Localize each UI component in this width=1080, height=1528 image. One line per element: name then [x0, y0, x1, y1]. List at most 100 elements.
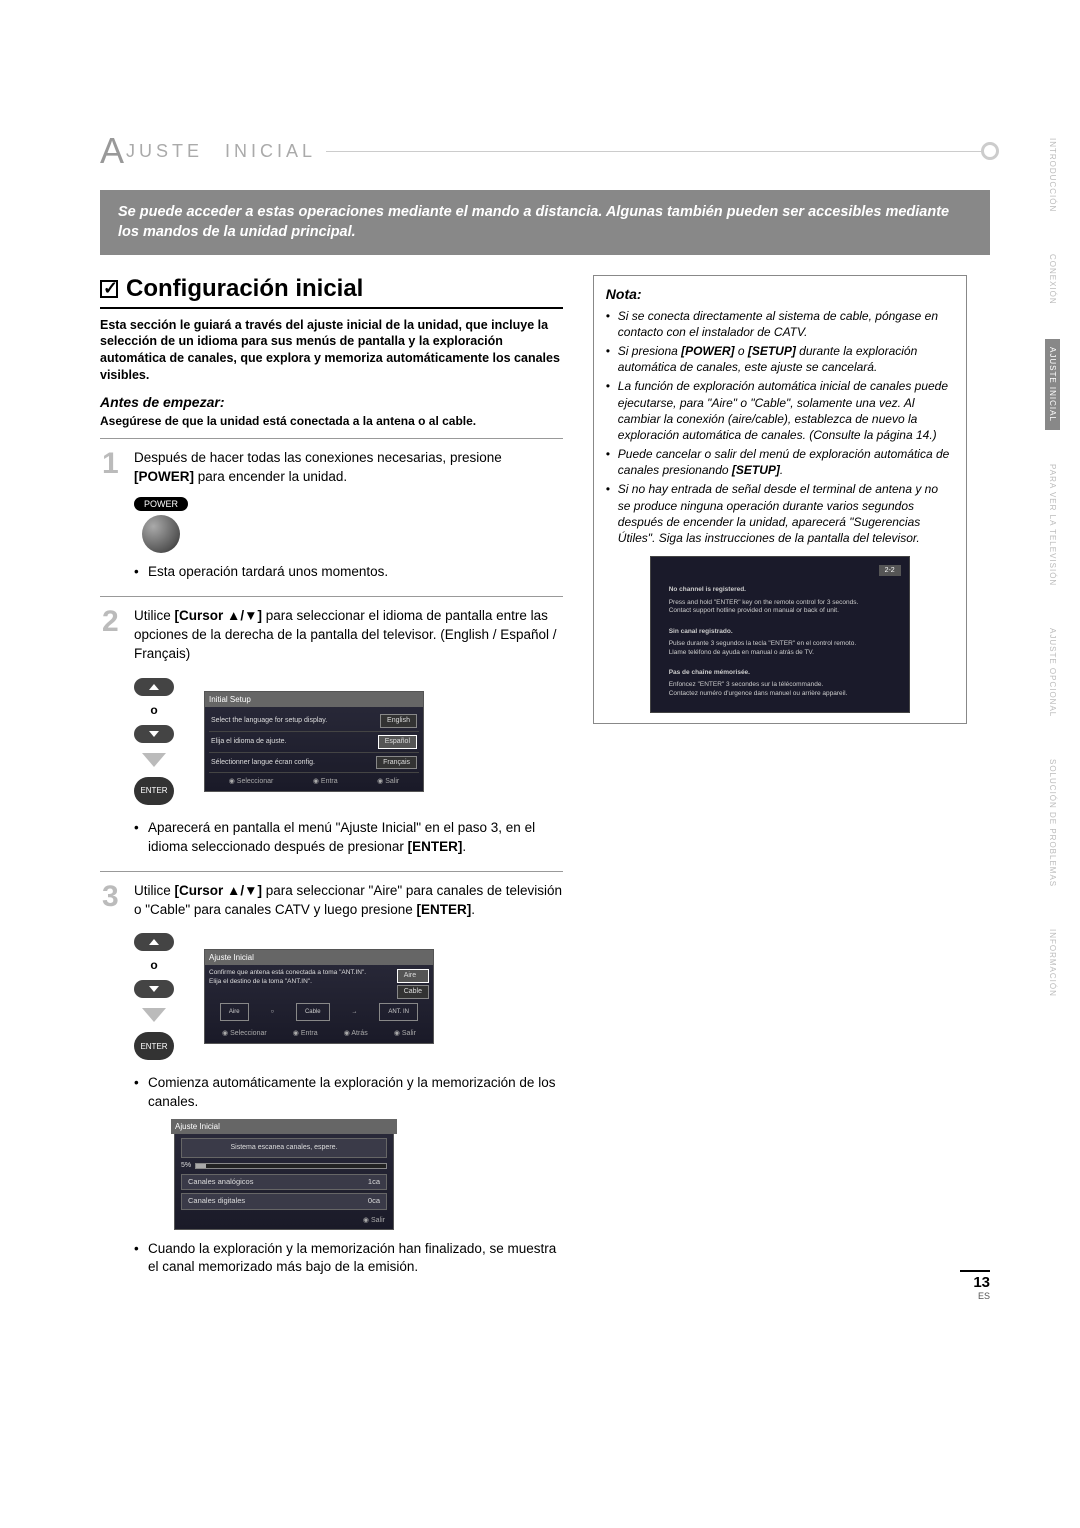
power-button-icon: [142, 515, 180, 553]
side-tab-informacion: INFORMACIÓN: [1045, 921, 1060, 1005]
nota-box: Nota: Si se conecta directamente al sist…: [593, 275, 967, 725]
side-tab-intro: INTRODUCCIÓN: [1045, 130, 1060, 220]
tv-opt-english: English: [380, 714, 417, 728]
step-1-number: 1: [102, 443, 119, 485]
tv-footer-back: Atrás: [344, 1029, 368, 1039]
remote-buttons: o ENTER: [134, 678, 174, 805]
before-heading: Antes de empezar:: [100, 394, 563, 410]
scan-digital-val: 0ca: [368, 1196, 380, 1207]
hint-fr-l1: Enfoncez "ENTER" 3 secondes sur la téléc…: [669, 681, 891, 689]
tv-footer-enter: Entra: [293, 1029, 318, 1039]
header-circle-icon: [981, 142, 999, 160]
flow-arrow-icon: [142, 753, 166, 767]
tv-scan-msg: Sistema escanea canales, espere.: [181, 1138, 387, 1158]
tv-scan-header: Ajuste Inicial: [171, 1119, 397, 1134]
cursor-up-icon: [134, 933, 174, 951]
side-tab-solucion: SOLUCIÓN DE PROBLEMAS: [1045, 751, 1060, 895]
power-label: POWER: [134, 497, 188, 512]
page-number: 13 ES: [960, 1270, 990, 1301]
header-rule: [326, 151, 990, 152]
side-tab-ajuste-opcional: AJUSTE OPCIONAL: [1045, 620, 1060, 725]
header-initial-letter: A: [100, 130, 126, 172]
tv-footer-enter: Entra: [313, 777, 338, 787]
step-2-number: 2: [102, 601, 119, 643]
step-2-text: Utilice [Cursor ▲/▼] para seleccionar el…: [134, 607, 563, 664]
nota-item: Si presiona [POWER] o [SETUP] durante la…: [606, 343, 954, 375]
hint-fr-title: Pas de chaîne mémorisée.: [669, 669, 891, 677]
step-3-bullet-2: Cuando la exploración y la memorización …: [134, 1240, 563, 1278]
check-icon: [100, 280, 118, 298]
tv-footer-exit: Salir: [394, 1029, 416, 1039]
enter-button-icon: ENTER: [134, 777, 174, 805]
enter-button-icon: ENTER: [134, 1032, 174, 1060]
page-lang: ES: [960, 1291, 990, 1301]
page-number-value: 13: [960, 1270, 990, 1291]
tv-language-screen: Initial Setup Select the language for se…: [204, 691, 424, 792]
tv-scan-pct: 5%: [181, 1161, 191, 1171]
intro-callout: Se puede acceder a estas operaciones med…: [100, 190, 990, 255]
tv-antenna-screen: Ajuste Inicial Confirme que antena está …: [204, 949, 434, 1044]
page-header: A JUSTE INICIAL: [100, 130, 990, 172]
hint-fr-l2: Contactez numéro d'urgence dans manuel o…: [669, 690, 891, 698]
remote-buttons-2: o ENTER: [134, 933, 174, 1060]
diagram-aire: Aire: [220, 1003, 249, 1021]
scan-analog-label: Canales analógicos: [188, 1177, 253, 1188]
scan-analog-val: 1ca: [368, 1177, 380, 1188]
step-1: 1 Después de hacer todas las conexiones …: [100, 438, 563, 596]
hint-en-l1: Press and hold "ENTER" key on the remote…: [669, 599, 891, 607]
step-3-bullet-1: Comienza automáticamente la exploración …: [134, 1074, 563, 1112]
step-2-bullet: Aparecerá en pantalla el menú "Ajuste In…: [134, 819, 563, 857]
step-3-text: Utilice [Cursor ▲/▼] para seleccionar "A…: [134, 882, 563, 920]
tv-ant-msg1: Confirme que antena está conectada a tom…: [209, 969, 391, 977]
section-title: Configuración inicial: [100, 275, 563, 309]
diagram-antin: ANT. IN: [379, 1003, 418, 1021]
diagram-cable: Cable: [296, 1003, 330, 1021]
side-tabs: INTRODUCCIÓN CONEXIÓN AJUSTE INICIAL PAR…: [1045, 130, 1060, 1005]
side-tab-ver-tv: PARA VER LA TELEVISIÓN: [1045, 456, 1060, 594]
nota-title: Nota:: [606, 286, 954, 302]
side-tab-conexion: CONEXIÓN: [1045, 246, 1060, 313]
cursor-down-icon: [134, 725, 174, 743]
nota-item: Si no hay entrada de señal desde el term…: [606, 481, 954, 546]
cursor-up-icon: [134, 678, 174, 696]
tv-scan-progress-bar: [195, 1163, 387, 1169]
tv-footer-exit: Salir: [377, 777, 399, 787]
tv-footer-select: Seleccionar: [229, 777, 274, 787]
hint-es-l1: Pulse durante 3 segundos la tecla "ENTER…: [669, 640, 891, 648]
tv-hints-screen: 2-2 No channel is registered. Press and …: [650, 556, 910, 713]
or-label: o: [150, 702, 157, 719]
hint-badge: 2-2: [879, 565, 901, 576]
before-text: Asegúrese de que la unidad está conectad…: [100, 414, 563, 428]
tv-footer-select: Seleccionar: [222, 1029, 267, 1039]
flow-arrow-icon: [142, 1008, 166, 1022]
step-1-bullet: Esta operación tardará unos momentos.: [134, 563, 563, 582]
hint-es-title: Sin canal registrado.: [669, 628, 891, 636]
step-3-number: 3: [102, 876, 119, 918]
header-title: JUSTE INICIAL: [126, 141, 316, 162]
hint-en-title: No channel is registered.: [669, 586, 891, 594]
tv-antenna-diagram: Aire ○ Cable → ANT. IN: [209, 1003, 429, 1021]
tv-row1-label: Select the language for setup display.: [211, 716, 327, 726]
tv-opt-cable: Cable: [397, 985, 429, 999]
tv-opt-francais: Français: [376, 756, 417, 770]
section-intro: Esta sección le guiará a través del ajus…: [100, 317, 563, 385]
tv-scan-screen: Ajuste Inicial Sistema escanea canales, …: [174, 1122, 394, 1230]
nota-item: Si se conecta directamente al sistema de…: [606, 308, 954, 340]
tv-row2-label: Elija el idioma de ajuste.: [211, 737, 287, 747]
diagram-or-icon: ○: [270, 1008, 274, 1016]
tv-scan-footer: Salir: [175, 1213, 393, 1229]
step-2: 2 Utilice [Cursor ▲/▼] para seleccionar …: [100, 596, 563, 870]
hint-en-l2: Contact support hotline provided on manu…: [669, 607, 891, 615]
tv-ant-header: Ajuste Inicial: [205, 950, 433, 965]
diagram-arrow-icon: →: [351, 1008, 357, 1016]
side-tab-ajuste-inicial: AJUSTE INICIAL: [1045, 339, 1060, 430]
tv-ant-msg2: Elija el destino de la toma "ANT.IN".: [209, 978, 391, 986]
tv-row3-label: Sélectionner langue écran config.: [211, 758, 315, 768]
tv-opt-espanol: Español: [378, 735, 417, 749]
step-3: 3 Utilice [Cursor ▲/▼] para seleccionar …: [100, 871, 563, 1292]
cursor-down-icon: [134, 980, 174, 998]
nota-item: La función de exploración automática ini…: [606, 378, 954, 443]
nota-item: Puede cancelar o salir del menú de explo…: [606, 446, 954, 478]
tv-lang-header: Initial Setup: [205, 692, 423, 707]
step-1-text: Después de hacer todas las conexiones ne…: [134, 449, 563, 487]
